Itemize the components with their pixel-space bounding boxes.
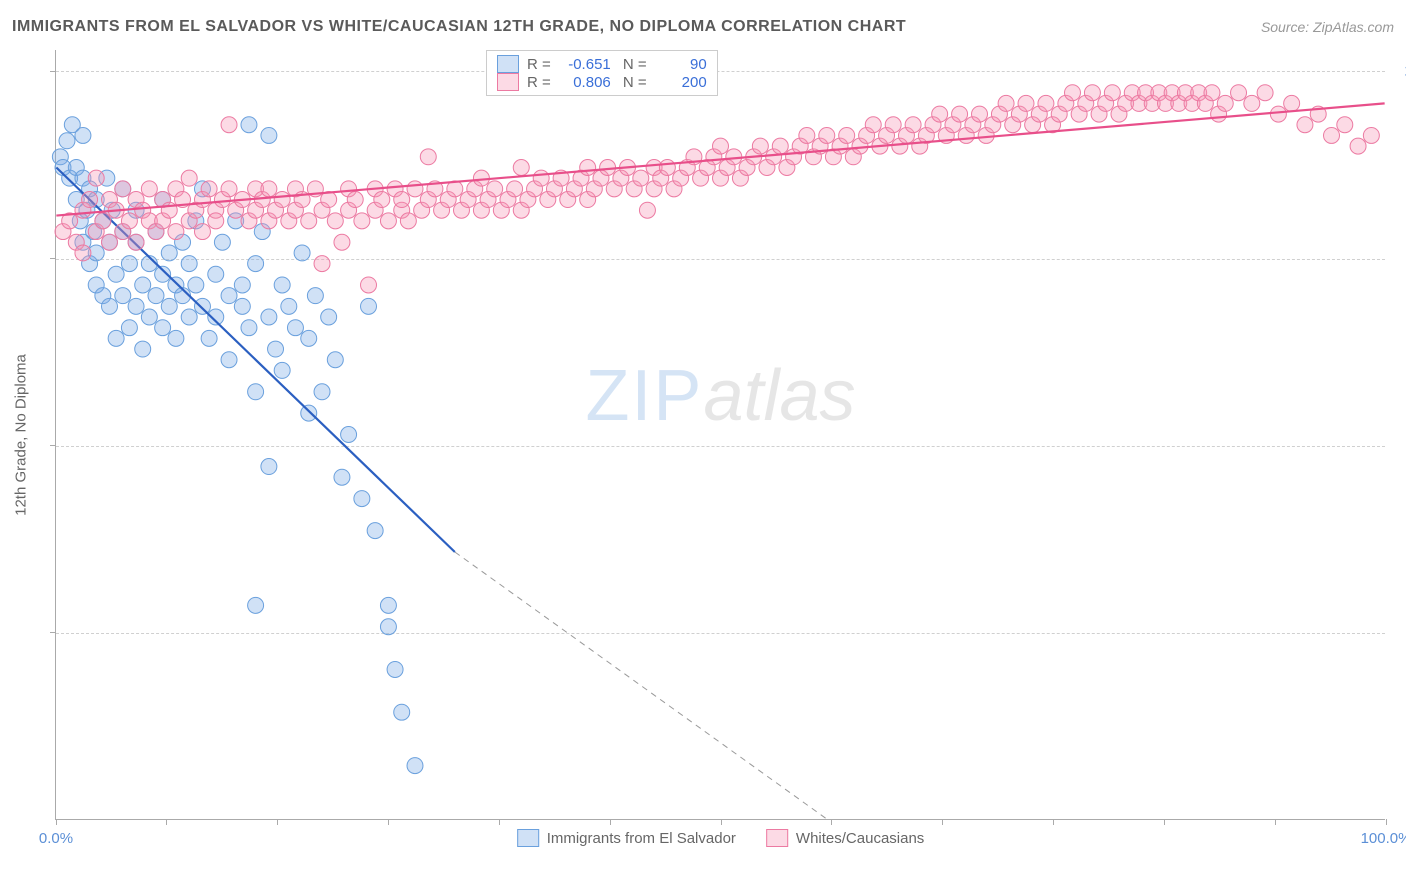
r-value-1: 0.806	[559, 74, 611, 91]
stats-row-series-1: R = 0.806 N = 200	[497, 73, 707, 91]
x-tick-label: 100.0%	[1361, 830, 1406, 847]
x-tick-mark	[610, 819, 611, 825]
y-tick-label: 100.0%	[1395, 63, 1406, 80]
chart-container: { "title": "IMMIGRANTS FROM EL SALVADOR …	[0, 0, 1406, 892]
x-tick-mark	[1053, 819, 1054, 825]
source-label: Source: ZipAtlas.com	[1261, 19, 1394, 35]
r-label: R =	[527, 74, 551, 91]
title-bar: IMMIGRANTS FROM EL SALVADOR VS WHITE/CAU…	[12, 12, 1394, 42]
plot-area: 12th Grade, No Diploma ZIPatlas 47.5%65.…	[55, 50, 1385, 820]
x-tick-mark	[1386, 819, 1387, 825]
legend-item-0: Immigrants from El Salvador	[517, 829, 736, 847]
stats-row-series-0: R = -0.651 N = 90	[497, 55, 707, 73]
y-tick-label: 65.0%	[1395, 437, 1406, 454]
x-tick-mark	[388, 819, 389, 825]
x-tick-mark	[942, 819, 943, 825]
swatch-series-1	[497, 73, 519, 91]
x-tick-label: 0.0%	[39, 830, 73, 847]
x-tick-mark	[1164, 819, 1165, 825]
chart-title: IMMIGRANTS FROM EL SALVADOR VS WHITE/CAU…	[12, 18, 906, 36]
x-tick-mark	[721, 819, 722, 825]
legend-swatch-0	[517, 829, 539, 847]
x-tick-mark	[1275, 819, 1276, 825]
y-tick-label: 82.5%	[1395, 250, 1406, 267]
y-axis-title: 12th Grade, No Diploma	[13, 354, 30, 516]
trendline-dash-0	[455, 552, 827, 819]
r-value-0: -0.651	[559, 56, 611, 73]
y-tick-label: 47.5%	[1395, 624, 1406, 641]
y-tick-mark	[50, 632, 56, 633]
stats-legend: R = -0.651 N = 90 R = 0.806 N = 200	[486, 50, 718, 96]
legend-label-1: Whites/Caucasians	[796, 830, 924, 847]
scatter-svg	[56, 50, 1385, 819]
n-value-0: 90	[655, 56, 707, 73]
bottom-legend: Immigrants from El Salvador Whites/Cauca…	[517, 829, 925, 847]
x-tick-mark	[166, 819, 167, 825]
x-tick-mark	[499, 819, 500, 825]
x-tick-mark	[831, 819, 832, 825]
y-tick-mark	[50, 71, 56, 72]
n-label: N =	[619, 74, 647, 91]
r-label: R =	[527, 56, 551, 73]
x-tick-mark	[277, 819, 278, 825]
x-tick-mark	[56, 819, 57, 825]
y-tick-mark	[50, 258, 56, 259]
n-label: N =	[619, 56, 647, 73]
legend-swatch-1	[766, 829, 788, 847]
y-tick-mark	[50, 445, 56, 446]
n-value-1: 200	[655, 74, 707, 91]
legend-label-0: Immigrants from El Salvador	[547, 830, 736, 847]
legend-item-1: Whites/Caucasians	[766, 829, 924, 847]
swatch-series-0	[497, 55, 519, 73]
